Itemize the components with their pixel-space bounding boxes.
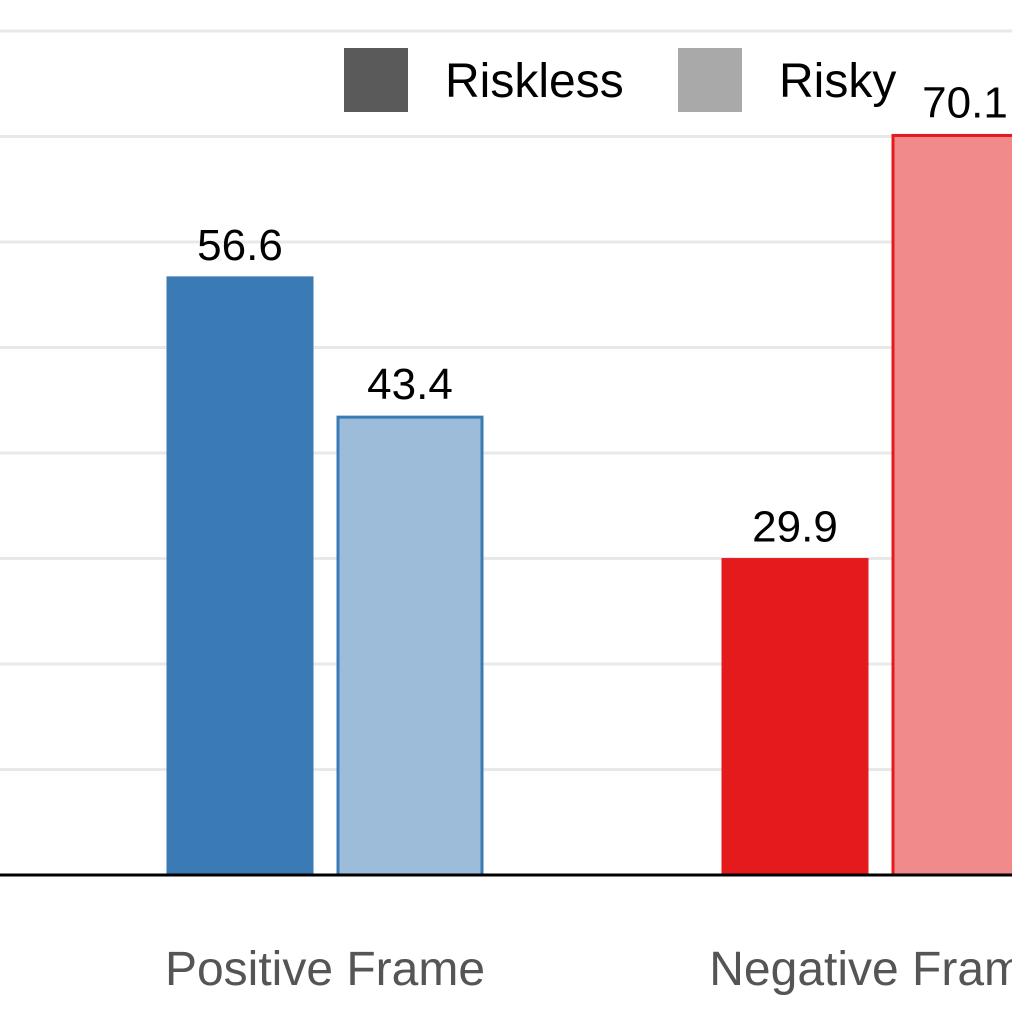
legend-swatch-riskless — [344, 48, 408, 112]
legend: Riskless Risky — [344, 48, 896, 112]
legend-swatch-risky — [678, 48, 742, 112]
category-tick-label: Positive Frame — [165, 943, 485, 996]
bars: 56.6 43.4 Positive Frame 29.9 70.1 Negative F… — [165, 78, 1012, 996]
bar-riskless-negative — [721, 558, 869, 877]
data-label: 29.9 — [752, 503, 838, 552]
legend-label-riskless: Riskless — [445, 55, 624, 108]
bar-risky-positive — [336, 415, 484, 877]
bar-risky-negative — [891, 133, 1012, 877]
data-label: 56.6 — [197, 221, 283, 270]
data-label: 70.1 — [922, 78, 1008, 127]
legend-label-risky: Risky — [779, 55, 896, 108]
category-tick-label: Negative Frame — [709, 943, 1012, 996]
data-label: 43.4 — [367, 360, 453, 409]
bar-riskless-positive — [166, 276, 314, 877]
